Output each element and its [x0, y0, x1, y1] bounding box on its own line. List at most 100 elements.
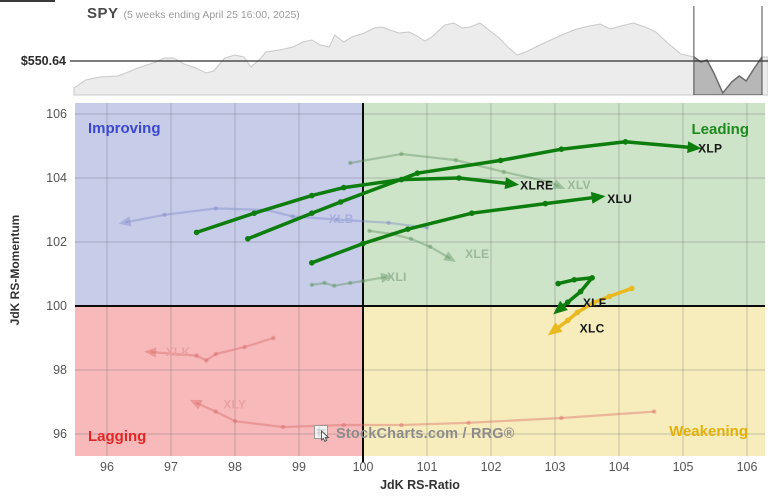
symbol-label: SPY — [87, 5, 119, 22]
y-tick-label-104: 104 — [46, 171, 67, 185]
x-tick-label-96: 96 — [100, 460, 114, 474]
series-point — [242, 344, 247, 350]
series-label-xlk[interactable]: XLK — [166, 345, 191, 359]
y-axis-title: JdK RS-Momentum — [8, 214, 22, 326]
series-arrow-xli — [380, 272, 393, 283]
series-tail-xlu[interactable] — [310, 195, 599, 265]
series-label-xlv[interactable]: XLV — [568, 178, 591, 192]
series-point — [348, 160, 353, 166]
quadrant-weakening — [363, 306, 765, 456]
spy-sparkline-chart[interactable] — [0, 0, 768, 100]
x-tick-label-98: 98 — [228, 460, 242, 474]
series-point — [213, 409, 218, 414]
series-point — [280, 424, 286, 430]
series-arrow-xlv — [552, 179, 566, 190]
series-point — [232, 419, 238, 424]
x-tick-label-97: 97 — [164, 460, 178, 474]
series-point — [271, 335, 276, 341]
series-tail-xlb[interactable] — [125, 207, 429, 229]
series-label-xlp[interactable]: XLP — [698, 142, 722, 156]
quadrant-leading — [363, 103, 765, 306]
series-tail-xle[interactable] — [368, 229, 451, 260]
series-tail-xlp[interactable] — [246, 140, 695, 241]
series-label-xly[interactable]: XLY — [223, 398, 246, 412]
series-point — [571, 276, 577, 283]
series-tail-xlv[interactable] — [349, 152, 560, 188]
series-point — [335, 217, 340, 222]
x-tick-label-100: 100 — [353, 460, 374, 474]
spy-price-area-highlighted — [693, 56, 762, 95]
series-point — [414, 170, 421, 176]
series-label-xlu[interactable]: XLU — [607, 192, 632, 206]
series-point — [577, 288, 584, 295]
series-point — [348, 280, 353, 286]
x-axis-title: JdK RS-Ratio — [380, 478, 460, 492]
series-point — [466, 420, 471, 425]
series-label-xlb[interactable]: XLB — [329, 212, 354, 226]
series-point — [501, 169, 506, 175]
series-label-xlf[interactable]: XLF — [583, 296, 607, 310]
series-point — [629, 285, 635, 292]
series-point — [360, 240, 366, 247]
series-point — [574, 309, 581, 316]
series-point — [194, 353, 199, 358]
x-tick-label-103: 103 — [545, 460, 566, 474]
series-point — [555, 280, 561, 287]
series-point — [565, 317, 571, 324]
series-point — [309, 260, 315, 266]
series-point — [652, 409, 657, 414]
stockcharts-watermark[interactable]: StockCharts.com / RRG® — [314, 425, 515, 442]
quadrant-improving — [75, 103, 363, 306]
series-arrow-xlu — [590, 191, 606, 204]
series-arrow-xlre — [504, 177, 520, 190]
quadrant-label-improving: Improving — [88, 120, 161, 137]
series-tail-xli[interactable] — [310, 276, 387, 287]
series-point — [322, 280, 327, 286]
series-point — [606, 293, 613, 300]
y-tick-label-98: 98 — [53, 363, 67, 377]
series-point — [309, 210, 315, 216]
series-point — [204, 358, 209, 363]
series-point — [386, 220, 391, 225]
series-point — [559, 415, 564, 421]
series-point — [337, 199, 344, 205]
quadrant-label-weakening: Weakening — [669, 423, 748, 440]
series-point — [565, 299, 571, 305]
watermark-text: StockCharts.com / RRG® — [336, 425, 515, 442]
x-tick-label-102: 102 — [481, 460, 502, 474]
series-point — [408, 236, 414, 241]
series-point — [251, 210, 257, 216]
series-point — [590, 300, 597, 306]
series-point — [424, 225, 430, 230]
series-label-xlc[interactable]: XLC — [580, 321, 605, 335]
series-label-xle[interactable]: XLE — [465, 247, 489, 261]
series-point — [213, 206, 218, 211]
series-point — [341, 422, 346, 428]
series-tail-xly[interactable] — [195, 401, 656, 429]
series-point — [622, 139, 629, 145]
y-tick-label-100: 100 — [46, 299, 67, 313]
x-tick-label-105: 105 — [673, 460, 694, 474]
series-point — [558, 146, 565, 152]
series-arrow-xlc — [547, 322, 563, 336]
series-point — [162, 212, 167, 217]
series-label-xli[interactable]: XLI — [387, 270, 407, 284]
series-point — [193, 229, 200, 236]
series-point — [399, 422, 404, 428]
x-tick-label-99: 99 — [292, 460, 306, 474]
series-point — [360, 278, 366, 284]
series-point — [469, 210, 475, 216]
series-point — [405, 226, 411, 232]
series-point — [497, 157, 504, 164]
price-axis-label: $550.64 — [20, 54, 66, 68]
quadrant-label-lagging: Lagging — [88, 428, 146, 445]
series-tail-xlk[interactable] — [150, 336, 275, 362]
stockcharts-icon — [314, 425, 330, 442]
series-point — [332, 283, 337, 289]
x-tick-label-104: 104 — [609, 460, 630, 474]
series-arrow-xle — [443, 251, 457, 262]
series-label-xlre[interactable]: XLRE — [520, 178, 553, 192]
x-tick-label-106: 106 — [737, 460, 758, 474]
